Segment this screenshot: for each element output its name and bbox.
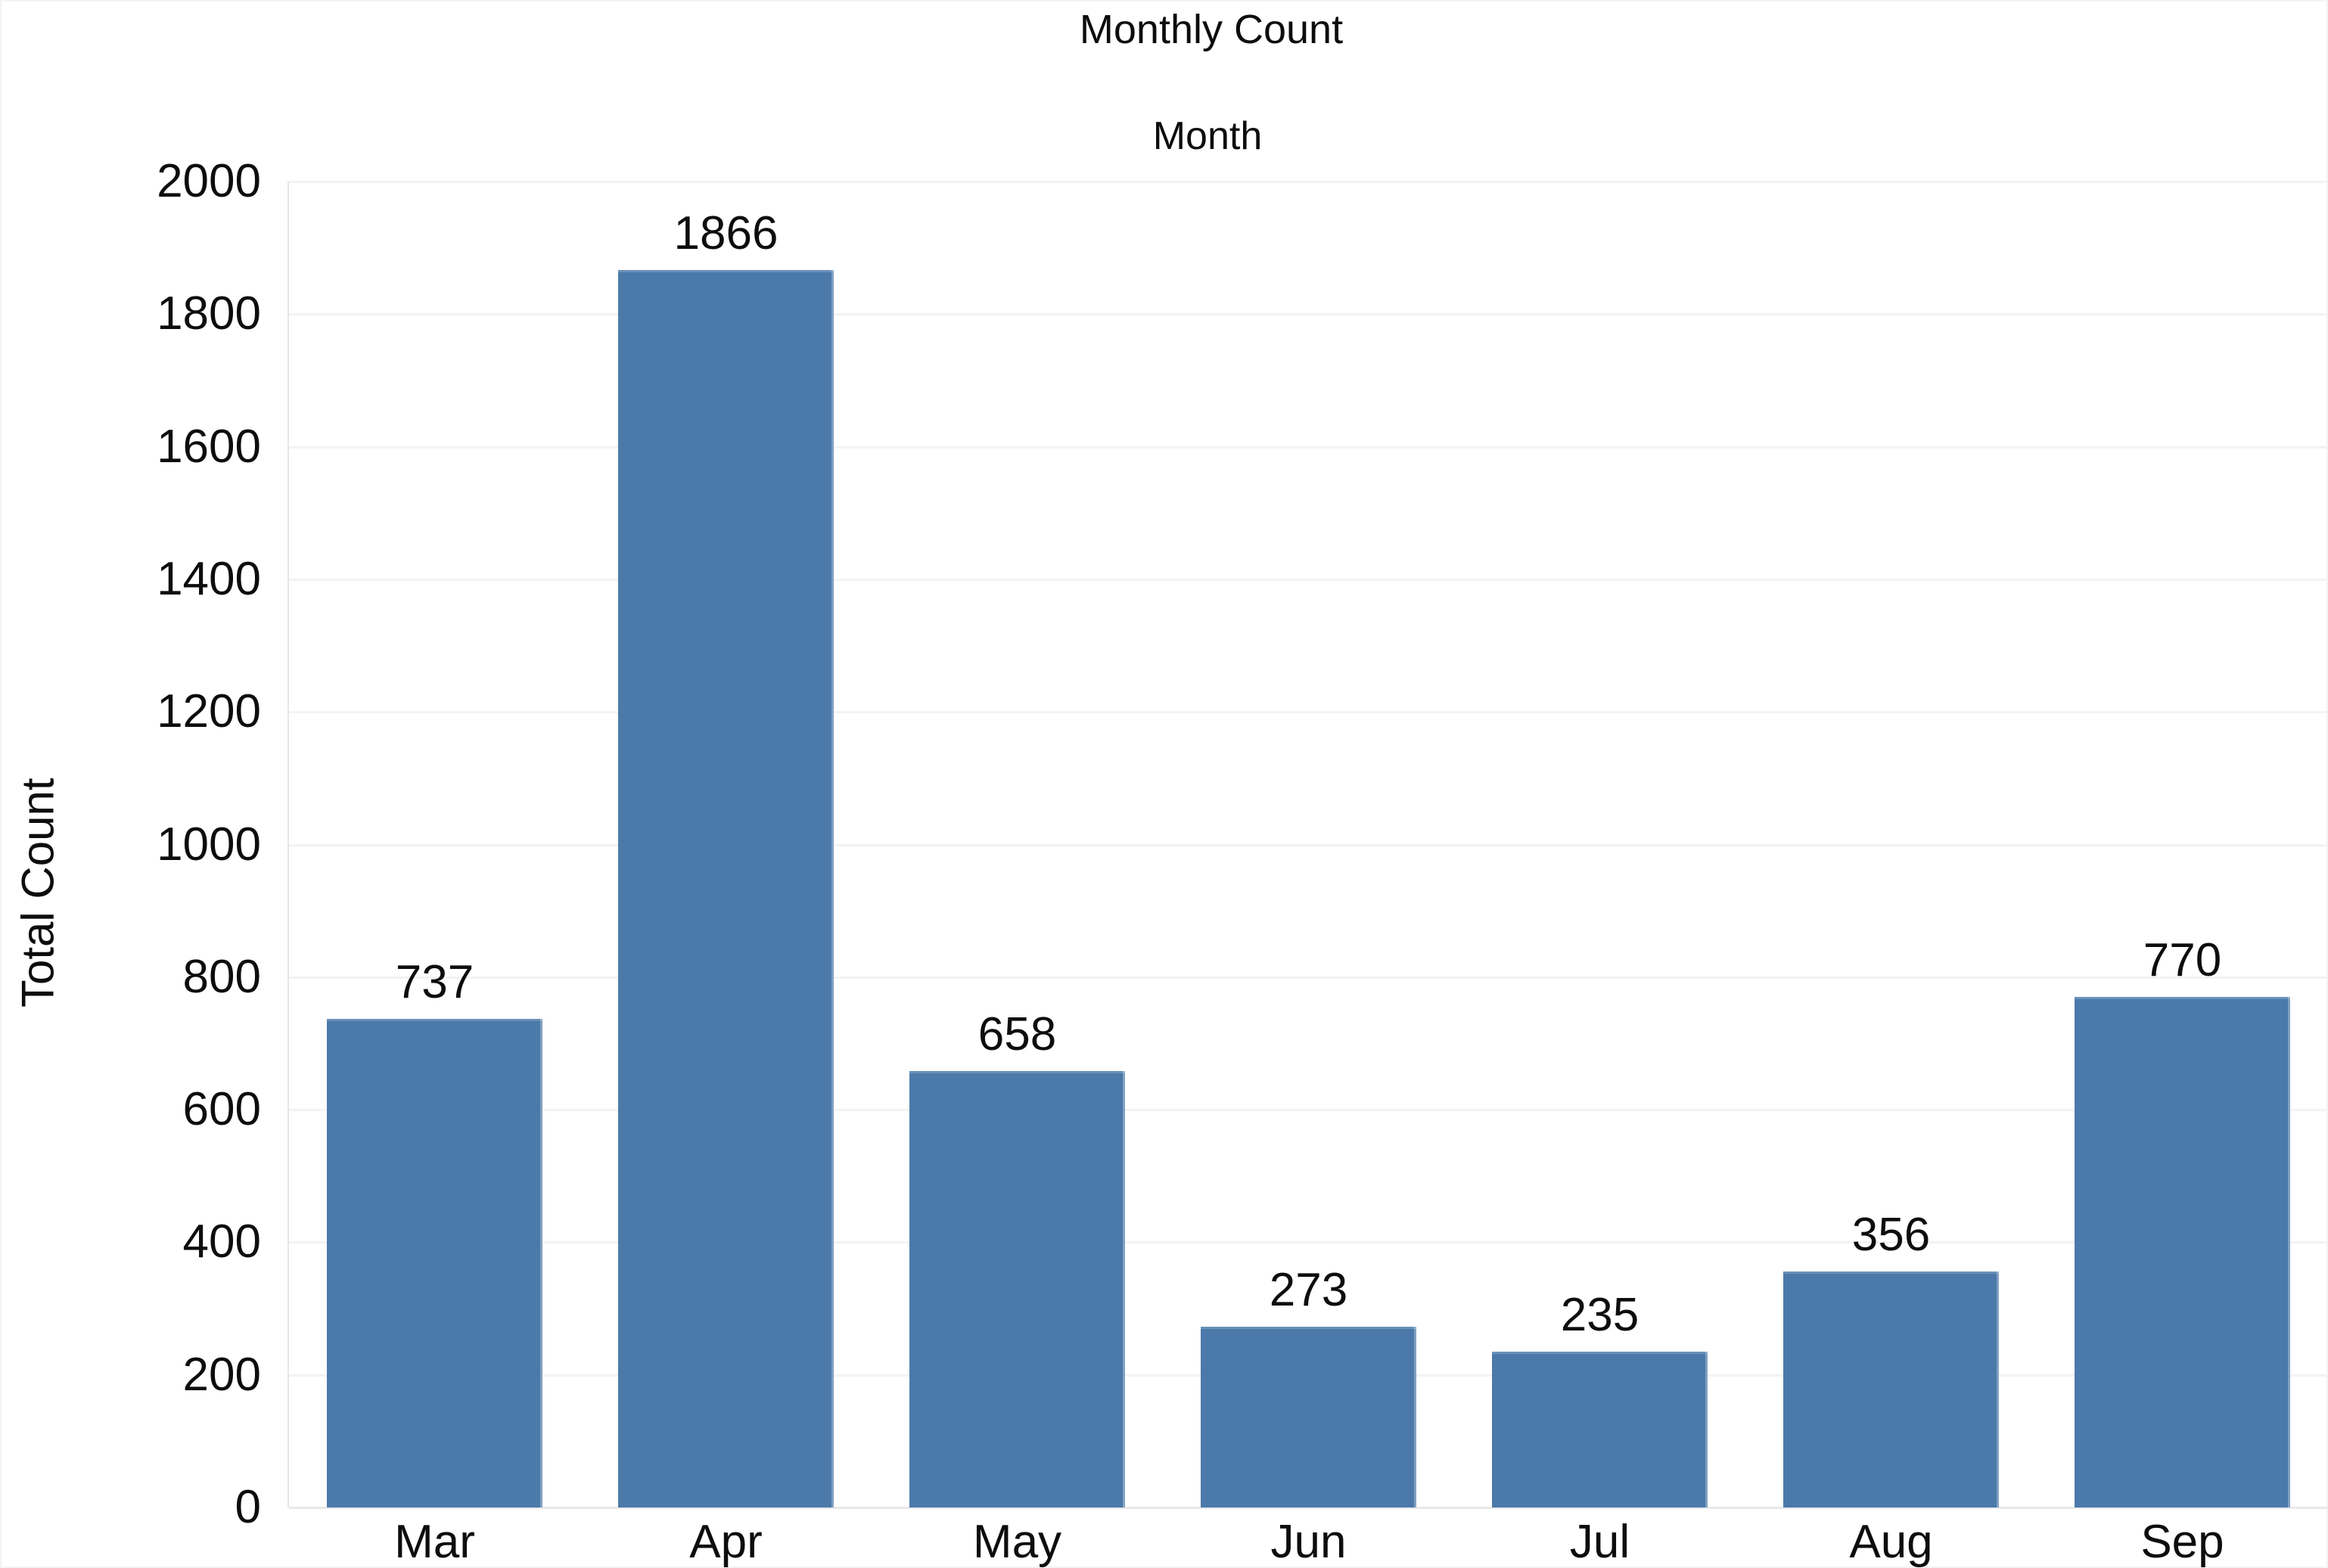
x-tick-label-jun: Jun [1270,1516,1347,1568]
y-tick-label-600: 600 [182,1083,261,1136]
y-tick-label-1200: 1200 [157,685,261,738]
x-axis-baseline [289,1507,2328,1509]
value-label-jul: 235 [1560,1289,1640,1342]
bar-apr [618,270,834,1507]
value-label-may: 658 [978,1008,1057,1061]
gridline-1200 [289,711,2328,714]
value-label-sep: 770 [2143,934,2222,987]
bar-jun [1201,1326,1416,1507]
gridline-2000 [289,181,2328,183]
y-tick-label-1000: 1000 [157,818,261,871]
y-tick-label-1400: 1400 [157,552,261,605]
value-label-aug: 356 [1851,1208,1931,1261]
bar-may [909,1071,1125,1507]
y-tick-label-0: 0 [235,1481,261,1533]
x-axis-title: Month [1152,114,1263,158]
gridline-800 [289,976,2328,979]
value-label-jun: 273 [1269,1263,1348,1316]
y-tick-label-200: 200 [182,1348,261,1401]
x-tick-label-sep: Sep [2140,1516,2224,1568]
chart-title: Monthly Count [1079,7,1344,52]
gridline-600 [289,1109,2328,1112]
gridline-1600 [289,446,2328,449]
plot-area: 0 200 400 600 800 1000 1200 1400 1600 1800 2000 737… [157,158,2328,1566]
y-tick-label-800: 800 [182,950,261,1003]
x-tick-label-apr: Apr [689,1516,763,1568]
y-axis-title: Total Count [12,778,64,1008]
x-tick-label-aug: Aug [1849,1516,1933,1568]
y-tick-label-2000: 2000 [157,155,261,207]
gridline-1400 [289,578,2328,581]
x-tick-label-mar: Mar [394,1516,475,1568]
y-tick-label-1800: 1800 [157,287,261,340]
bar-sep [2075,997,2290,1507]
x-tick-label-jul: Jul [1569,1516,1630,1568]
gridline-1000 [289,843,2328,846]
bar-mar [327,1019,542,1507]
y-tick-label-400: 400 [182,1216,261,1268]
bar-aug [1783,1271,1999,1507]
bar-jul [1492,1352,1708,1507]
value-label-mar: 737 [395,956,474,1009]
value-label-apr: 1866 [673,207,779,260]
gridline-1800 [289,313,2328,316]
gridline-400 [289,1241,2328,1244]
x-tick-label-may: May [972,1516,1062,1568]
y-tick-label-1600: 1600 [157,420,261,473]
